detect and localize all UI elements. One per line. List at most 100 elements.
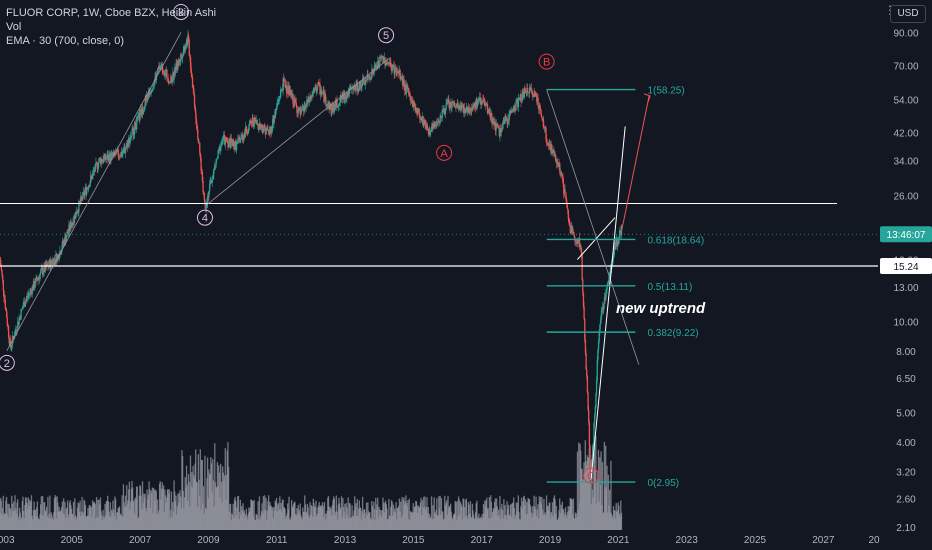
candle [602, 307, 604, 310]
candle [140, 109, 142, 116]
volume-bar [276, 511, 278, 530]
candle [291, 93, 293, 98]
volume-bar [559, 498, 561, 530]
volume-bar [356, 499, 359, 530]
candle [40, 270, 42, 274]
candle [313, 88, 315, 90]
volume-bar [607, 474, 609, 530]
volume-bar [553, 495, 556, 530]
candle [280, 89, 282, 91]
candle [130, 136, 132, 139]
ema-legend[interactable]: EMA · 30 (700, close, 0) [6, 35, 124, 47]
candle [218, 148, 220, 151]
volume-bar [249, 508, 251, 530]
volume-bar [453, 513, 456, 530]
volume-bar [533, 495, 535, 530]
candle [377, 60, 379, 69]
candle [83, 191, 85, 196]
volume-bar [252, 516, 255, 530]
candle [268, 130, 271, 134]
volume-bar [416, 505, 418, 530]
candle [251, 117, 253, 124]
candle [364, 79, 366, 86]
candle [546, 139, 548, 144]
volume-bar [347, 497, 349, 530]
volume-bar [34, 510, 36, 530]
candle [505, 116, 507, 118]
candle [532, 94, 534, 98]
volume-bar [113, 515, 115, 530]
candle [93, 171, 95, 172]
wave-label-5: 5 [383, 30, 389, 42]
candle [355, 84, 357, 91]
candle [179, 60, 181, 62]
volume-bar [508, 514, 510, 530]
currency-button[interactable]: USD [890, 5, 926, 23]
drawing-lines[interactable] [0, 32, 878, 480]
candle [139, 109, 142, 112]
volume-bar [555, 513, 557, 530]
candle [541, 116, 543, 120]
candle [334, 100, 336, 107]
volume-legend[interactable]: Vol [6, 21, 22, 33]
candle [558, 163, 560, 167]
volume-bar [380, 510, 382, 530]
volume-bar [446, 500, 448, 530]
volume-bar [346, 514, 349, 530]
volume-bar [15, 508, 17, 530]
volume-bar [175, 495, 177, 530]
candle [171, 80, 173, 83]
fib-retracement[interactable]: 1(58.25)0.618(18.64)0.5(13.11)0.382(9.22… [546, 86, 705, 490]
volume-bar [354, 506, 357, 530]
volume-bar [186, 484, 188, 530]
volume-bar [546, 505, 548, 530]
candle [440, 116, 443, 119]
volume-bar [226, 450, 228, 530]
volume-bar [109, 502, 111, 530]
candle [569, 226, 571, 233]
candle [373, 65, 376, 71]
candle [289, 90, 292, 96]
volume-bar [561, 501, 563, 530]
volume-bar [364, 518, 366, 530]
volume-bar [139, 484, 141, 530]
annotation-new-uptrend[interactable]: new uptrend [616, 300, 706, 317]
volume-bar [142, 502, 144, 530]
candle [58, 257, 60, 260]
volume-bar [236, 507, 238, 530]
volume-bar [129, 509, 131, 530]
candle [107, 155, 110, 161]
candle [14, 330, 16, 337]
volume-bar [390, 506, 392, 530]
candle [566, 202, 568, 208]
candle [539, 104, 541, 110]
volume-bar [507, 509, 509, 530]
trend-line [6, 32, 182, 351]
symbol-title[interactable]: FLUOR CORP, 1W, Cboe BZX, Heikin Ashi [6, 7, 217, 19]
volume-bar [572, 498, 575, 530]
candle [300, 109, 302, 115]
candle [434, 124, 437, 127]
candle [107, 154, 109, 161]
volume-bar [605, 487, 608, 530]
volume-bar [183, 497, 186, 530]
candle [320, 90, 322, 95]
candle [382, 56, 384, 64]
candle [21, 309, 23, 310]
volume-bar [264, 495, 266, 530]
candle [28, 293, 30, 296]
candle [103, 153, 106, 158]
volume-bar [122, 517, 124, 530]
volume-bar [195, 449, 197, 530]
arrow-head-icon [643, 93, 651, 103]
volume-bar [620, 500, 622, 530]
candle [571, 228, 573, 233]
volume-bar [419, 506, 421, 530]
volume-bar [282, 499, 284, 530]
volume-bar [127, 500, 129, 530]
candle [167, 78, 169, 83]
volume-bar [618, 505, 620, 530]
candle [108, 155, 110, 163]
candle [68, 224, 70, 232]
